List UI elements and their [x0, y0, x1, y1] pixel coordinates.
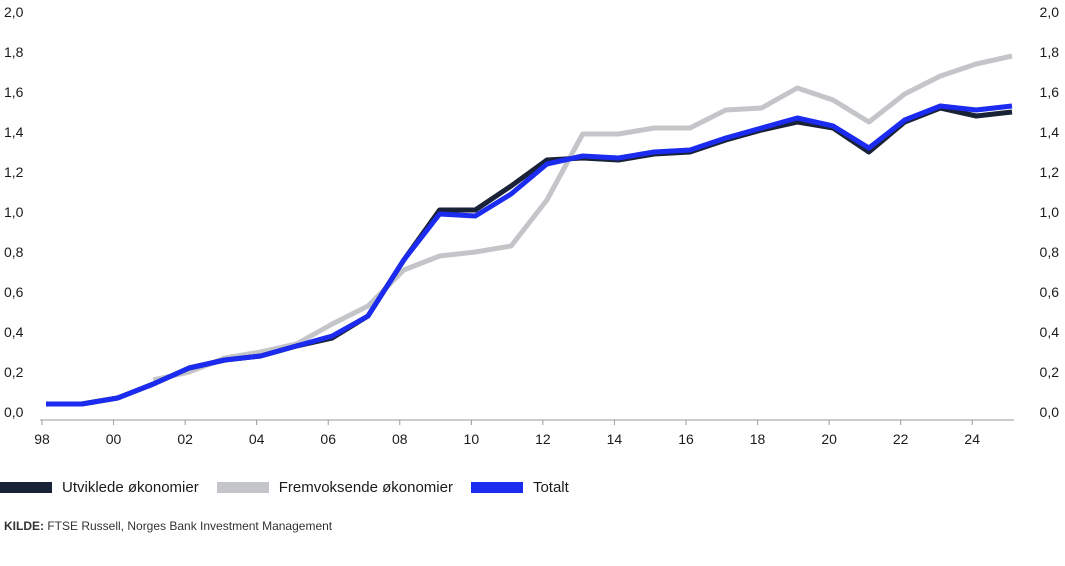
y-tick-label-right: 1,4: [1040, 124, 1060, 140]
legend-label: Utviklede økonomier: [62, 479, 199, 496]
source-note: KILDE: FTSE Russell, Norges Bank Investm…: [4, 519, 332, 533]
y-tick-label-right: 1,8: [1040, 44, 1060, 60]
x-tick-label: 20: [821, 431, 837, 447]
y-tick-label-left: 0,4: [4, 324, 24, 340]
legend-swatch: [470, 482, 523, 493]
series-line-totalt: [46, 103, 1013, 407]
x-tick-label: 98: [34, 431, 50, 447]
y-tick-label-right: 0,8: [1040, 244, 1060, 260]
x-tick-label: 14: [607, 431, 623, 447]
legend-item-utviklede: Utviklede økonomier: [0, 479, 199, 496]
y-tick-label-left: 0,6: [4, 284, 24, 300]
y-tick-label-left: 1,6: [4, 84, 24, 100]
legend-label: Fremvoksende økonomier: [278, 479, 453, 496]
x-tick-label: 06: [320, 431, 336, 447]
y-tick-label-right: 2,0: [1040, 4, 1060, 20]
y-tick-label-left: 1,2: [4, 164, 24, 180]
y-tick-label-left: 1,0: [4, 204, 24, 220]
y-axis-right: 0,0 0,2 0,4 0,6 0,8 1,0 1,2 1,4 1,6 1,8 2,0: [1040, 4, 1060, 420]
x-tick-label: 08: [392, 431, 408, 447]
y-tick-label-left: 0,2: [4, 364, 24, 380]
x-axis: 98 00 02 04 06 08 10 12 14 16 18 20 22 24: [34, 420, 980, 447]
legend-item-totalt: Totalt: [470, 479, 569, 496]
x-tick-label: 02: [177, 431, 193, 447]
y-axis-left: 0,0 0,2 0,4 0,6 0,8 1,0 1,2 1,4 1,6 1,8 2,0: [4, 4, 24, 420]
y-tick-label-right: 1,2: [1040, 164, 1060, 180]
x-tick-label: 22: [893, 431, 909, 447]
y-tick-label-left: 0,0: [4, 404, 24, 420]
x-tick-label: 10: [464, 431, 480, 447]
y-tick-label-left: 0,8: [4, 244, 24, 260]
series-line-utviklede-konomier: [46, 105, 1013, 407]
legend-item-fremvoksende: Fremvoksende økonomier: [216, 479, 453, 496]
legend: Utviklede økonomier Fremvoksende økonomi…: [0, 479, 587, 496]
y-tick-label-right: 1,0: [1040, 204, 1060, 220]
source-text: FTSE Russell, Norges Bank Investment Man…: [44, 519, 333, 533]
x-tick-label: 04: [249, 431, 265, 447]
x-tick-label: 16: [678, 431, 694, 447]
y-tick-label-left: 1,4: [4, 124, 24, 140]
source-label: KILDE:: [4, 519, 44, 533]
legend-swatch: [0, 482, 52, 493]
x-tick-label: 24: [964, 431, 980, 447]
y-tick-label-left: 1,8: [4, 44, 24, 60]
x-tick-label: 18: [750, 431, 766, 447]
y-tick-label-right: 1,6: [1040, 84, 1060, 100]
y-tick-label-right: 0,4: [1040, 324, 1060, 340]
series-line-fremvoksende-konomier: [152, 53, 1013, 383]
y-tick-label-right: 0,2: [1040, 364, 1060, 380]
legend-swatch: [216, 482, 269, 493]
x-tick-label: 00: [106, 431, 122, 447]
series-lines: [46, 53, 1013, 407]
y-tick-label-right: 0,6: [1040, 284, 1060, 300]
y-tick-label-left: 2,0: [4, 4, 24, 20]
line-chart: 0,0 0,2 0,4 0,6 0,8 1,0 1,2 1,4 1,6 1,8 2,0 0,0 0,2…: [4, 4, 1060, 447]
y-tick-label-right: 0,0: [1040, 404, 1060, 420]
x-tick-label: 12: [535, 431, 551, 447]
legend-label: Totalt: [532, 479, 569, 496]
